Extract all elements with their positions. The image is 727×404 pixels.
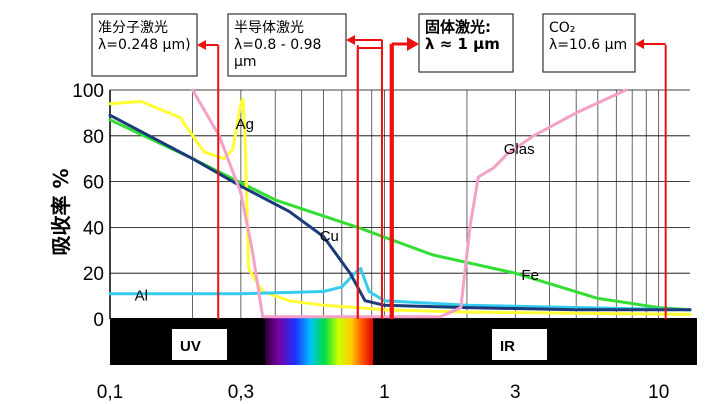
series-label-al: Al	[135, 288, 148, 305]
y-tick-label: 20	[83, 264, 104, 285]
series-al	[108, 267, 692, 312]
y-tick-label: 100	[72, 81, 104, 102]
x-tick-label: 0,1	[97, 382, 123, 403]
series-ag	[108, 97, 692, 316]
annotation-text-excimer: 准分子激光	[98, 19, 168, 36]
annotation-text-solid: 固体激光:	[425, 18, 491, 36]
series-group	[108, 88, 692, 319]
series-label-ag: Ag	[236, 116, 254, 133]
series-fe	[108, 118, 692, 312]
annotation-text-co2: CO₂	[549, 20, 575, 36]
visible-spectrum	[265, 318, 373, 365]
annotation-box-co2	[542, 13, 636, 73]
arrow-head	[407, 37, 419, 51]
arrow-head	[197, 40, 206, 50]
annotation-text-co2: λ=10.6 μm	[549, 37, 627, 53]
annotation-text-solid: λ ≈ 1 μm	[425, 35, 500, 53]
ir-label: IR	[500, 338, 515, 355]
annotation-text-diode: μm	[234, 54, 257, 70]
annotation-text-diode: 半导体激光	[234, 19, 304, 36]
y-tick-label: 80	[83, 127, 104, 148]
series-labels: Ag Cu Fe Al Glas	[135, 116, 539, 305]
uv-label: UV	[180, 338, 201, 355]
series-cu	[108, 113, 692, 312]
y-axis-label: 吸收率 %	[49, 168, 73, 255]
arrow-head	[635, 39, 644, 49]
arrow-head	[346, 35, 355, 45]
x-tick-label: 1	[379, 382, 390, 403]
annotation-box-diode	[227, 13, 347, 77]
series-label-cu: Cu	[320, 228, 339, 245]
annotation-text-diode: λ=0.8 - 0.98	[234, 37, 321, 53]
ir-box	[492, 329, 547, 360]
y-tick-label: 60	[83, 173, 104, 194]
series-label-fe: Fe	[521, 267, 539, 284]
series-glas	[191, 88, 628, 319]
annotation-text-excimer: λ=0.248 μm)	[98, 37, 191, 53]
spectrum-band: UV IR	[110, 318, 697, 365]
grid	[109, 89, 690, 320]
x-tick-label: 0,3	[228, 382, 254, 403]
annotation-box-excimer	[91, 13, 198, 77]
x-tick-label: 10	[648, 382, 669, 403]
axes: 0 20 40 60 80 100 0,1 0,3 1 3 10	[72, 81, 669, 403]
x-tick-label: 3	[510, 382, 521, 403]
annotation-box-solid	[418, 13, 514, 73]
y-tick-label: 40	[83, 218, 104, 239]
series-label-glas: Glas	[504, 141, 535, 158]
uv-box	[172, 329, 227, 360]
y-tick-label: 0	[93, 310, 104, 331]
